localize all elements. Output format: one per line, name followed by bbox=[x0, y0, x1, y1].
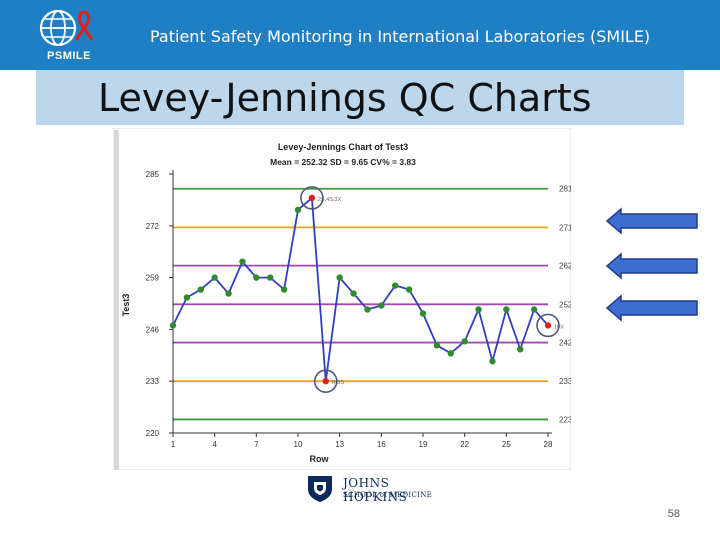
control-line-label: 242.7 bbox=[559, 339, 571, 348]
chart-subtitle: Mean = 252.32 SD = 9.65 CV% = 3.83 bbox=[270, 157, 416, 167]
control-line-label: 233.0 bbox=[559, 377, 571, 386]
flagged-data-point bbox=[544, 322, 552, 329]
slide-title-box: Levey-Jennings QC Charts bbox=[36, 70, 684, 125]
data-point bbox=[197, 286, 204, 293]
data-point bbox=[517, 346, 524, 353]
x-tick-label: 19 bbox=[419, 440, 428, 449]
data-point bbox=[225, 290, 232, 297]
jhu-name: JOHNS HOPKINS bbox=[343, 476, 408, 504]
x-tick-label: 16 bbox=[377, 440, 386, 449]
flag-rule-label: 2S,4S,3X bbox=[318, 197, 342, 203]
x-axis-label: Row bbox=[310, 454, 330, 464]
x-tick-label: 25 bbox=[502, 440, 511, 449]
data-point bbox=[294, 206, 302, 214]
data-point bbox=[392, 282, 399, 289]
left-arrow-icon bbox=[605, 207, 698, 235]
flag-highlight-circle bbox=[536, 313, 560, 338]
x-tick-label: 22 bbox=[460, 440, 469, 449]
slide-title: Levey-Jennings QC Charts bbox=[98, 76, 592, 120]
x-tick-label: 7 bbox=[254, 440, 259, 449]
red-ribbon-icon bbox=[74, 10, 94, 41]
data-point bbox=[461, 338, 468, 345]
data-point bbox=[350, 290, 357, 297]
x-tick-label: 4 bbox=[212, 440, 217, 449]
data-point bbox=[253, 274, 260, 281]
y-tick-label: 220 bbox=[146, 429, 160, 438]
y-tick-label: 285 bbox=[146, 170, 160, 179]
logo-text: PSMILE bbox=[47, 50, 91, 62]
data-point bbox=[336, 274, 343, 281]
left-arrow-icon bbox=[605, 294, 698, 322]
page-number: 58 bbox=[667, 508, 680, 520]
flagged-data-point bbox=[322, 378, 329, 385]
flag-highlight-circle bbox=[300, 186, 324, 210]
data-point bbox=[419, 310, 427, 317]
psmile-logo: PSMILE bbox=[30, 6, 108, 64]
header-title: Patient Safety Monitoring in Internation… bbox=[150, 27, 651, 46]
data-point bbox=[489, 358, 496, 365]
x-tick-label: 13 bbox=[335, 440, 344, 449]
x-tick-label: 10 bbox=[294, 440, 303, 449]
y-tick-label: 259 bbox=[146, 274, 160, 283]
lj-chart-svg: Levey-Jennings Chart of Test3 Mean = 252… bbox=[113, 128, 571, 470]
data-point bbox=[239, 258, 246, 265]
jhu-school: SCHOOL of MEDICINE bbox=[343, 491, 433, 499]
frame-edge bbox=[114, 130, 119, 470]
y-tick-label: 233 bbox=[146, 377, 160, 386]
flag-rule-label: R,3S bbox=[332, 380, 345, 386]
y-tick-label: 246 bbox=[146, 325, 160, 334]
flagged-data-point bbox=[308, 194, 316, 202]
y-axis-label: Test3 bbox=[121, 294, 131, 317]
data-point bbox=[475, 306, 482, 313]
data-point bbox=[169, 322, 177, 329]
jhu-shield-icon bbox=[308, 476, 332, 502]
chart-title: Levey-Jennings Chart of Test3 bbox=[278, 142, 408, 152]
data-point bbox=[503, 306, 510, 313]
lj-chart: Levey-Jennings Chart of Test3 Mean = 252… bbox=[113, 128, 571, 470]
series-line bbox=[172, 196, 549, 382]
left-arrow-icon bbox=[605, 252, 698, 280]
control-line-label: 271.6 bbox=[559, 223, 571, 232]
data-point bbox=[447, 350, 454, 357]
control-line-label: 281.3 bbox=[559, 185, 571, 194]
x-tick-label: 1 bbox=[171, 440, 176, 449]
data-point bbox=[267, 274, 274, 281]
control-line-label: 252.3 bbox=[559, 300, 571, 309]
x-tick-label: 28 bbox=[544, 440, 553, 449]
control-line-label: 223.4 bbox=[559, 415, 571, 424]
data-point bbox=[280, 286, 288, 293]
data-point bbox=[211, 274, 218, 281]
flag-highlight-circle bbox=[313, 369, 338, 393]
control-line-label: 262.0 bbox=[559, 262, 571, 271]
data-point bbox=[378, 302, 385, 309]
header-bar: PSMILE Patient Safety Monitoring in Inte… bbox=[0, 0, 720, 70]
flag-rule-label: 10X bbox=[554, 324, 564, 330]
data-point bbox=[364, 306, 371, 313]
data-point bbox=[405, 286, 413, 293]
data-point bbox=[530, 306, 538, 313]
data-point bbox=[433, 342, 441, 349]
data-point bbox=[183, 294, 191, 301]
globe-logo-icon bbox=[39, 9, 94, 47]
y-tick-label: 272 bbox=[146, 222, 160, 231]
jhu-logo: JOHNS HOPKINS SCHOOL of MEDICINE bbox=[305, 473, 445, 504]
